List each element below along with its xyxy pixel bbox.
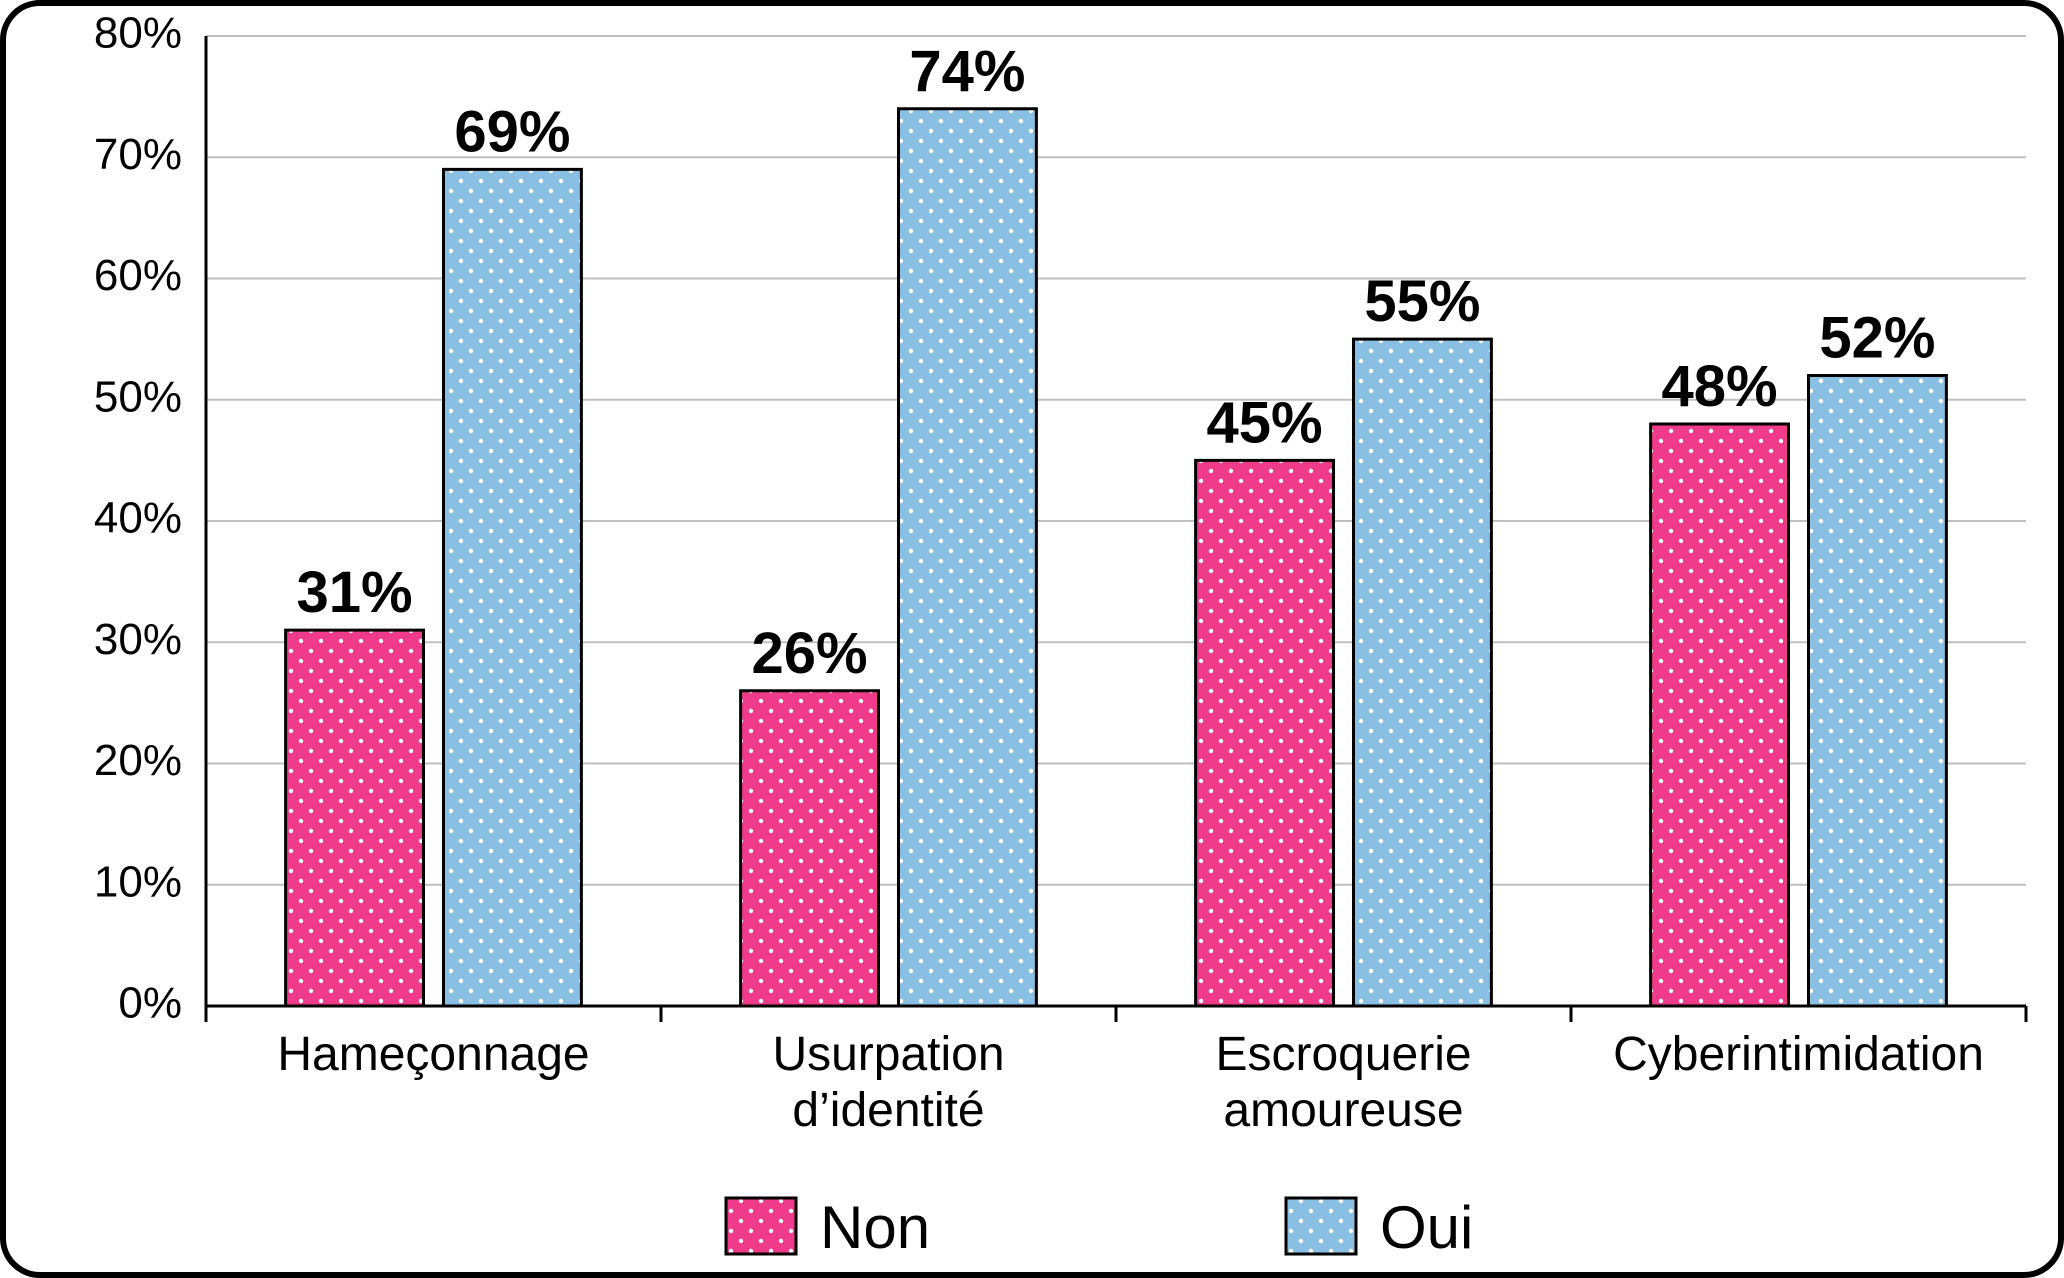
bar-value-label: 74% (909, 39, 1025, 104)
x-category-label: Hameçonnage (277, 1028, 589, 1081)
bar-oui (899, 109, 1037, 1006)
y-tick-label: 30% (94, 615, 182, 664)
bar-value-label: 31% (297, 560, 413, 625)
bar-value-label: 45% (1207, 390, 1323, 455)
bar-oui (1354, 339, 1492, 1006)
x-category-label: Usurpation (772, 1028, 1004, 1081)
bar-oui (444, 169, 582, 1006)
legend-swatch-oui (1286, 1198, 1356, 1254)
y-tick-label: 40% (94, 494, 182, 543)
legend: Non Oui (726, 1194, 1473, 1261)
legend-label-non: Non (820, 1194, 930, 1261)
y-tick-label: 10% (94, 857, 182, 906)
x-category-label: d’identité (792, 1084, 984, 1137)
bar-non (741, 691, 879, 1006)
bars (286, 109, 1947, 1006)
legend-label-oui: Oui (1380, 1194, 1473, 1261)
bar-value-label: 55% (1364, 269, 1480, 334)
y-tick-label: 60% (94, 251, 182, 300)
y-tick-label: 70% (94, 130, 182, 179)
bar-value-label: 69% (454, 99, 570, 164)
bar-oui (1809, 376, 1947, 1007)
legend-swatch-non (726, 1198, 796, 1254)
y-axis-ticks: 0% 10% 20% 30% 40% 50% 60% 70% 80% (94, 9, 182, 1028)
bar-non (1651, 424, 1789, 1006)
x-axis-categories: Hameçonnage Usurpationd’identité Escroquer… (277, 1028, 1984, 1137)
x-category-label: Cyberintimidation (1613, 1028, 1984, 1081)
bar-chart: 0% 10% 20% 30% 40% 50% 60% 70% 80% 31% 69% 26% 74% 4… (6, 6, 2064, 1278)
bar-value-label: 48% (1662, 354, 1778, 419)
bar-value-label: 26% (752, 621, 868, 686)
x-category-label: amoureuse (1223, 1084, 1463, 1137)
y-tick-label: 50% (94, 372, 182, 421)
y-tick-label: 0% (118, 979, 182, 1028)
y-tick-label: 80% (94, 9, 182, 58)
y-tick-label: 20% (94, 736, 182, 785)
x-category-label: Escroquerie (1215, 1028, 1471, 1081)
bar-non (286, 630, 424, 1006)
chart-frame: 0% 10% 20% 30% 40% 50% 60% 70% 80% 31% 69% 26% 74% 4… (0, 0, 2064, 1278)
bar-non (1196, 460, 1334, 1006)
bar-value-label: 52% (1819, 306, 1935, 371)
